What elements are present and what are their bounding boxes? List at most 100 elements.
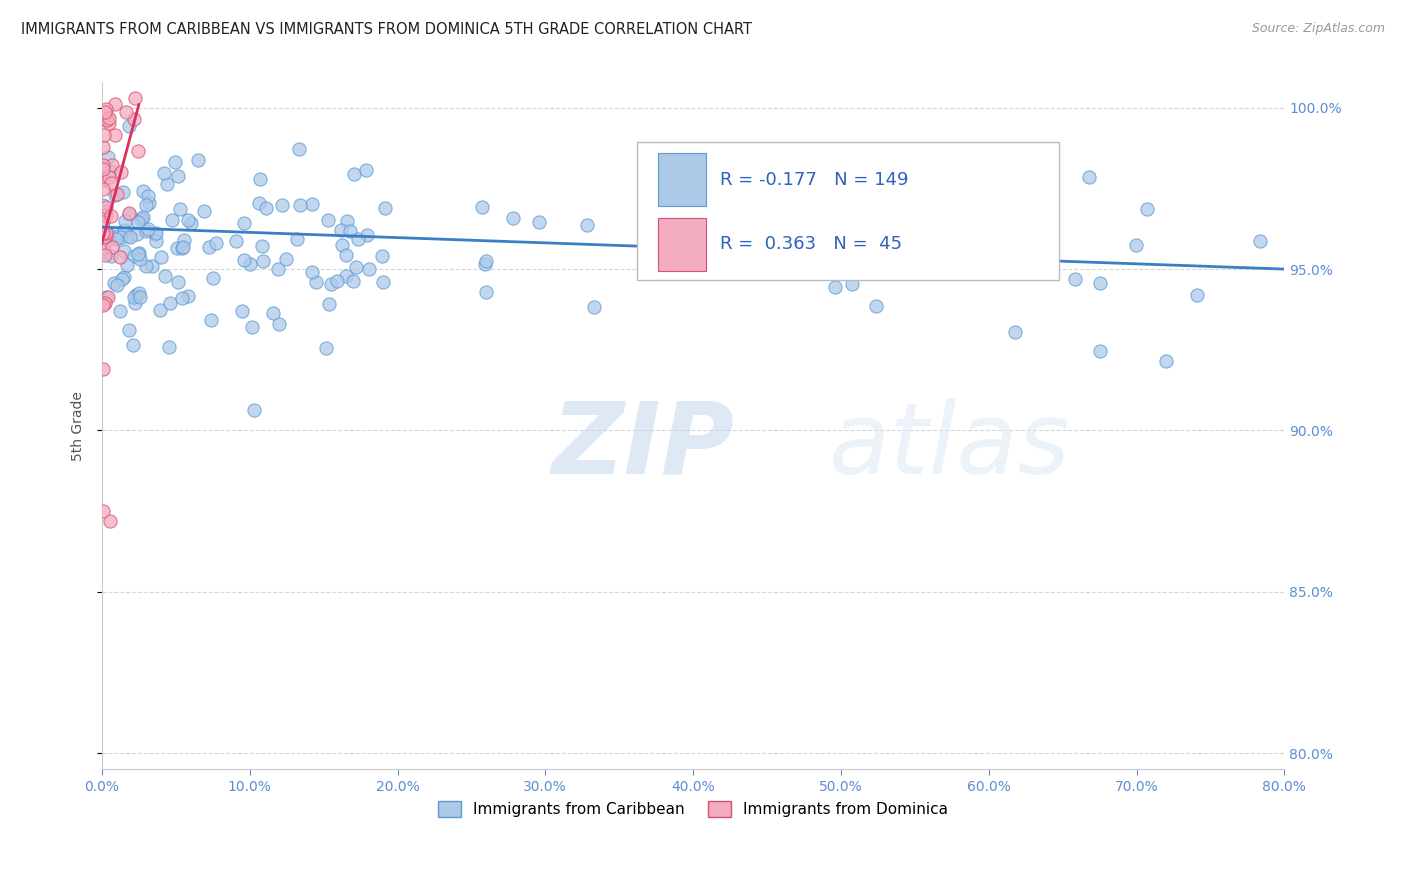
Point (107, 228, 129, 243)
Point (96, 112, 118, 127)
Point (93, 295, 115, 310)
Point (159, 296, 181, 310)
Point (326, 274, 349, 288)
Point (129, 212, 152, 227)
Point (91, 227, 114, 241)
Point (97, 150, 120, 164)
Point (149, 302, 172, 317)
Point (342, 273, 364, 287)
Point (96, 110, 118, 124)
Point (359, 262, 381, 277)
Point (737, 217, 759, 231)
Point (1088, 344, 1111, 359)
Point (167, 275, 190, 289)
Point (105, 232, 128, 246)
Point (110, 165, 132, 179)
Point (97, 112, 120, 126)
Point (120, 229, 142, 244)
Point (162, 213, 184, 227)
Point (527, 215, 550, 229)
Point (1136, 202, 1159, 217)
Point (97, 116, 120, 130)
Point (129, 252, 152, 267)
Point (865, 299, 887, 313)
Point (583, 300, 606, 314)
Point (242, 402, 264, 417)
Text: R =  0.363   N =  45: R = 0.363 N = 45 (720, 235, 903, 253)
Point (346, 232, 368, 246)
Point (93, 198, 115, 212)
Point (94, 102, 117, 116)
Point (1064, 271, 1087, 285)
Point (93, 108, 115, 122)
Point (1088, 276, 1111, 290)
Point (343, 167, 366, 181)
Point (315, 341, 337, 355)
Point (305, 276, 328, 290)
Point (94, 229, 117, 244)
Point (100, 249, 122, 263)
Point (1125, 238, 1147, 252)
Point (231, 304, 253, 318)
Point (288, 142, 311, 156)
Point (288, 197, 311, 211)
Point (254, 201, 277, 215)
Point (122, 112, 145, 126)
Point (111, 272, 134, 286)
Text: R = -0.177   N = 149: R = -0.177 N = 149 (720, 170, 908, 188)
Point (98, 164, 121, 178)
Point (356, 227, 378, 242)
Point (103, 276, 125, 290)
Point (266, 262, 288, 277)
Point (138, 196, 160, 211)
Point (110, 304, 132, 318)
Point (1154, 354, 1177, 368)
Point (502, 211, 524, 225)
Point (170, 291, 193, 305)
Point (233, 216, 256, 230)
Point (1078, 170, 1101, 185)
Point (104, 96, 127, 111)
Point (127, 227, 149, 241)
Point (100, 177, 122, 191)
Point (824, 280, 846, 294)
Point (96, 290, 118, 304)
Point (94, 208, 117, 222)
Point (356, 163, 378, 178)
Point (105, 278, 128, 293)
Point (93, 504, 115, 518)
Point (193, 203, 215, 218)
Point (163, 155, 186, 169)
Point (262, 306, 284, 320)
Point (98, 514, 121, 528)
Point (127, 215, 149, 229)
Point (93, 221, 115, 235)
Point (166, 241, 188, 255)
Point (371, 249, 394, 263)
Point (202, 271, 225, 285)
Point (132, 185, 155, 199)
Point (335, 268, 357, 283)
Point (125, 287, 148, 301)
Point (1004, 325, 1026, 339)
Point (274, 252, 297, 267)
Point (94, 105, 117, 120)
Point (114, 104, 136, 119)
Point (110, 250, 132, 264)
Point (285, 232, 308, 246)
Point (475, 285, 498, 299)
Point (101, 239, 124, 253)
Point (143, 227, 166, 241)
Point (96, 200, 118, 214)
Point (336, 214, 359, 228)
Point (96, 233, 118, 247)
Point (301, 265, 323, 279)
Point (301, 196, 323, 211)
Text: atlas: atlas (830, 398, 1071, 495)
Point (135, 260, 157, 274)
Point (141, 259, 163, 273)
Point (91, 182, 114, 196)
Point (115, 258, 138, 272)
Point (371, 276, 394, 290)
Point (225, 235, 247, 249)
